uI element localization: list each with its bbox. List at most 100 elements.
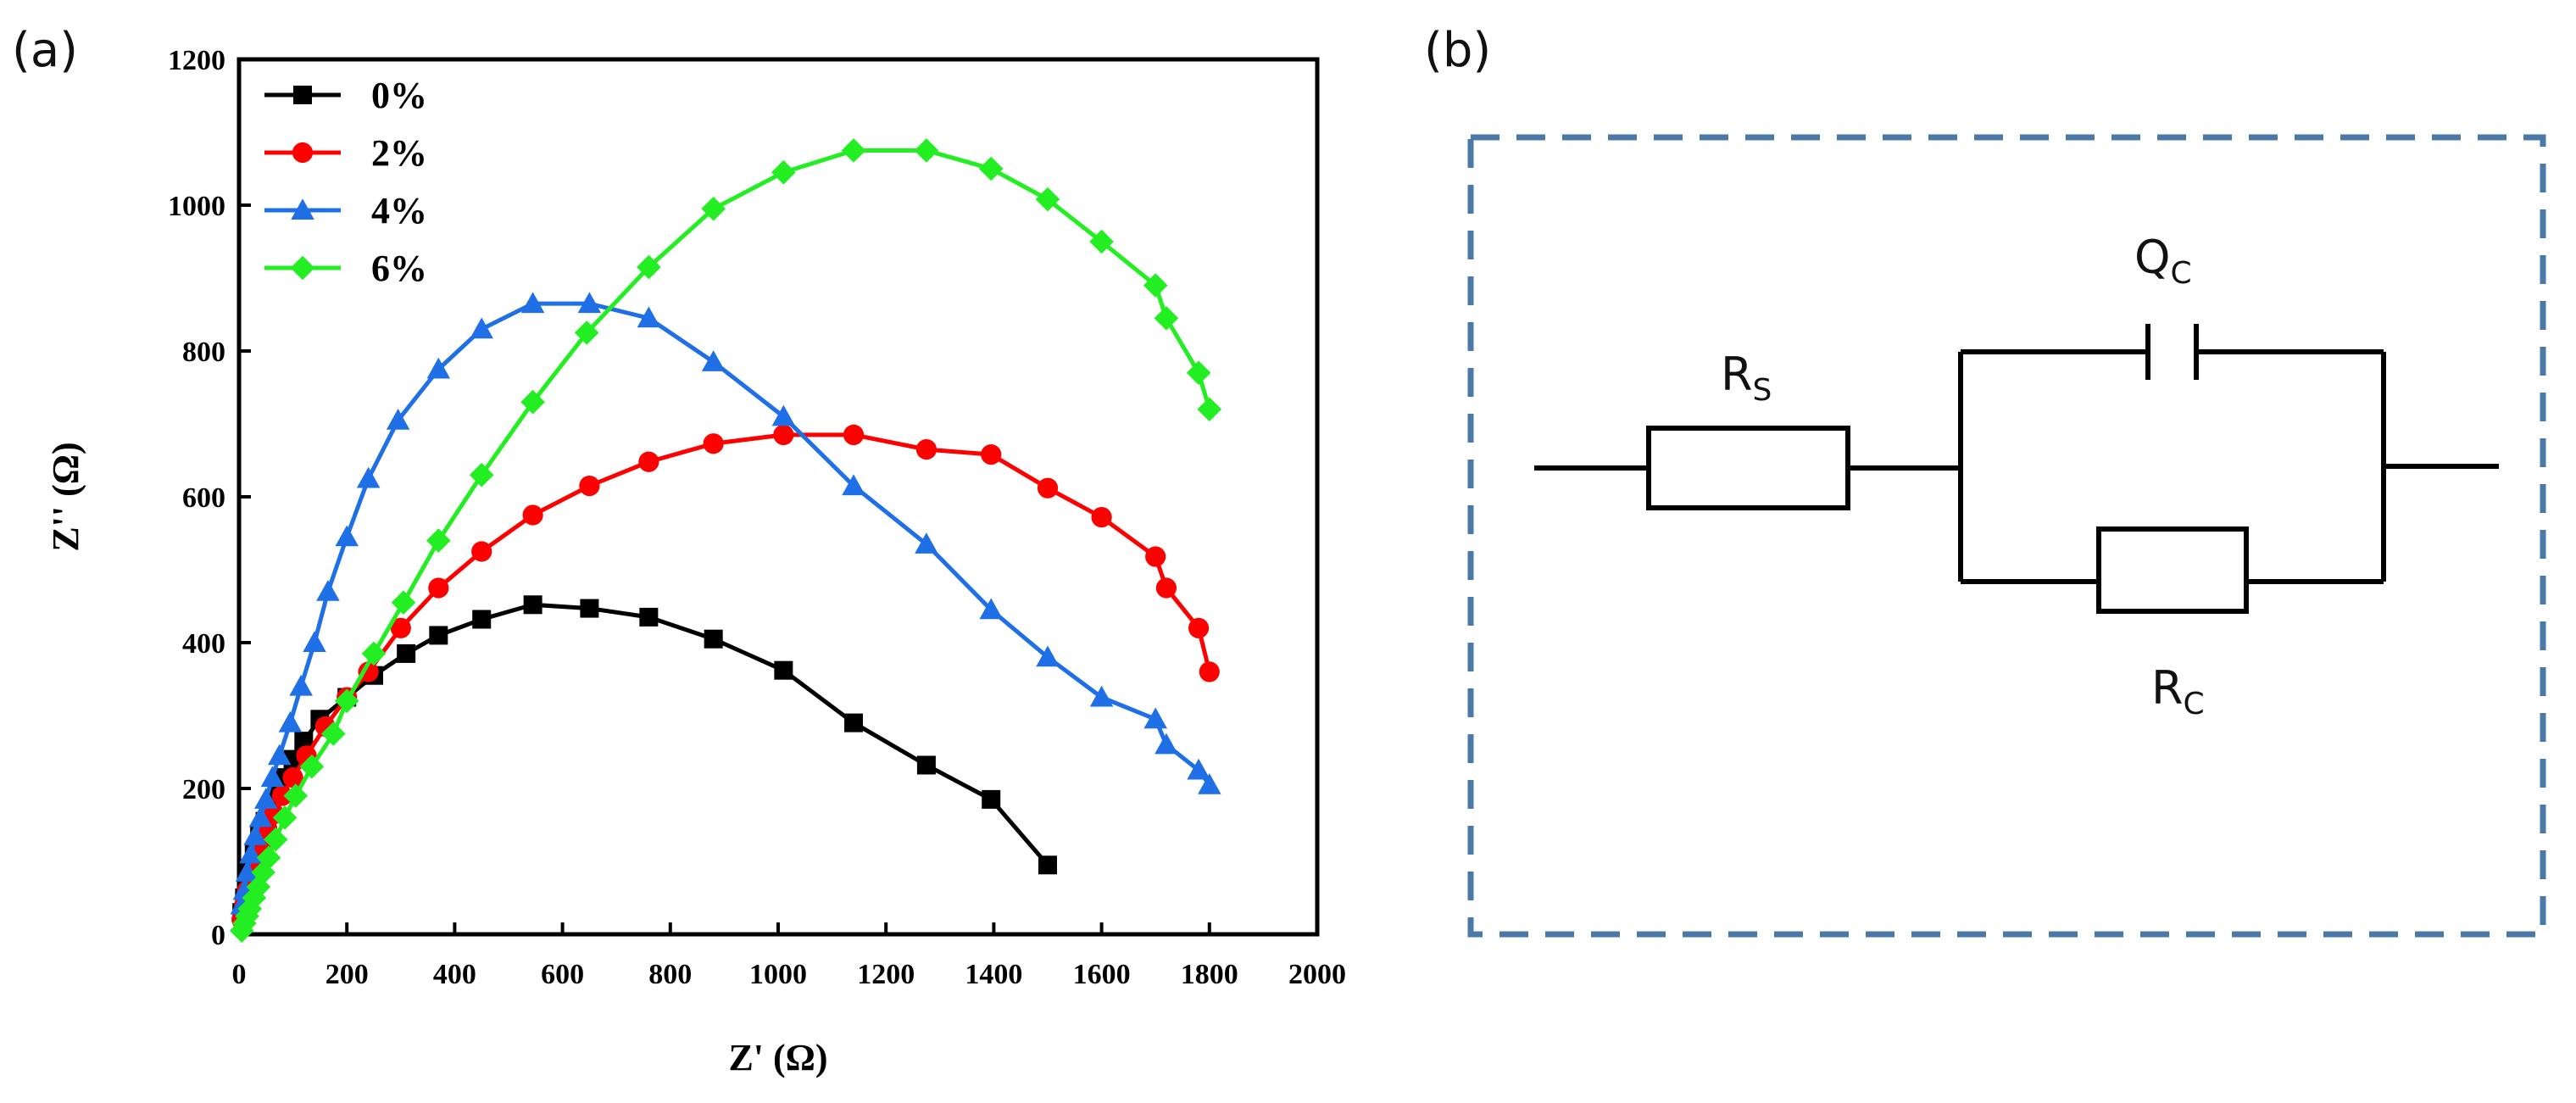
data-point bbox=[391, 590, 416, 615]
data-point bbox=[248, 805, 273, 827]
rc-resistor bbox=[2096, 526, 2249, 614]
data-point bbox=[1089, 229, 1114, 254]
series-layer bbox=[229, 138, 1222, 943]
panel-b-label: (b) bbox=[1424, 23, 1491, 78]
legend-marker bbox=[292, 142, 314, 164]
y-tick-label: 1200 bbox=[168, 45, 225, 76]
data-point bbox=[1198, 772, 1221, 794]
legend-item: 6% bbox=[264, 248, 427, 289]
series-0 bbox=[232, 595, 1057, 922]
y-tick-label: 200 bbox=[182, 774, 225, 805]
data-point bbox=[256, 845, 281, 870]
data-point bbox=[981, 444, 1002, 465]
rc-label: RC bbox=[2151, 661, 2205, 721]
data-point bbox=[1197, 397, 1222, 422]
data-point bbox=[915, 439, 937, 460]
data-point bbox=[1186, 360, 1211, 386]
data-point bbox=[470, 317, 493, 339]
data-point bbox=[580, 599, 599, 618]
data-point bbox=[701, 197, 726, 221]
data-point bbox=[842, 474, 865, 496]
panel-a-label: (a) bbox=[12, 23, 78, 78]
rc-label-sub: C bbox=[2184, 687, 2205, 721]
data-point bbox=[316, 580, 340, 601]
x-tick-label: 1800 bbox=[1181, 959, 1238, 990]
data-point bbox=[638, 451, 659, 472]
y-tick-label: 600 bbox=[182, 482, 225, 514]
legend-label: 0% bbox=[371, 75, 427, 116]
data-point bbox=[1199, 661, 1220, 682]
data-point bbox=[520, 292, 545, 314]
y-axis-title: Z'' (Ω) bbox=[45, 442, 86, 551]
data-point bbox=[1154, 306, 1179, 331]
x-tick-label: 400 bbox=[433, 959, 476, 990]
data-point bbox=[579, 476, 600, 497]
x-tick-label: 2000 bbox=[1288, 959, 1346, 990]
x-tick-label: 200 bbox=[325, 959, 369, 990]
data-point bbox=[426, 528, 451, 553]
legend-label: 6% bbox=[371, 248, 427, 289]
y-tick-label: 0 bbox=[211, 920, 225, 951]
qc-label-main: Q bbox=[2134, 231, 2171, 284]
data-point bbox=[272, 805, 298, 830]
series-line bbox=[239, 301, 1211, 906]
legend-item: 4% bbox=[264, 190, 427, 231]
dashed-border bbox=[1467, 134, 2546, 938]
data-point bbox=[574, 320, 599, 345]
data-point bbox=[397, 643, 416, 663]
data-point bbox=[356, 466, 381, 488]
data-point bbox=[1155, 577, 1177, 599]
equivalent-circuit bbox=[1467, 134, 2546, 938]
data-point bbox=[1035, 187, 1060, 212]
rs-label: RS bbox=[1721, 348, 1772, 408]
data-point bbox=[701, 350, 726, 371]
data-point bbox=[428, 577, 449, 599]
data-point bbox=[1145, 546, 1166, 567]
data-point bbox=[915, 532, 938, 554]
data-point bbox=[914, 138, 939, 163]
x-tick-label: 1600 bbox=[1073, 959, 1131, 990]
data-point bbox=[771, 404, 796, 426]
data-point bbox=[1154, 733, 1178, 755]
data-point bbox=[386, 408, 410, 430]
data-point bbox=[916, 755, 936, 775]
data-point bbox=[271, 785, 292, 806]
legend-label: 2% bbox=[371, 132, 427, 174]
data-point bbox=[361, 641, 387, 666]
data-point bbox=[773, 424, 794, 445]
data-point bbox=[390, 617, 411, 638]
data-point bbox=[282, 767, 303, 788]
data-point bbox=[1143, 273, 1168, 298]
data-point bbox=[260, 766, 285, 788]
data-point bbox=[267, 744, 292, 766]
data-point bbox=[843, 424, 865, 445]
y-tick-label: 800 bbox=[182, 337, 225, 368]
data-point bbox=[358, 661, 379, 682]
data-point bbox=[520, 389, 545, 415]
rs-label-sub: S bbox=[1753, 373, 1772, 408]
data-point bbox=[289, 674, 313, 696]
x-tick-label: 0 bbox=[232, 959, 247, 990]
data-point bbox=[978, 156, 1004, 181]
data-point bbox=[239, 842, 263, 864]
data-point bbox=[774, 660, 793, 680]
data-point bbox=[844, 713, 864, 733]
rc-label-main: R bbox=[2151, 661, 2184, 715]
data-point bbox=[321, 721, 346, 746]
data-point bbox=[522, 504, 543, 526]
series-line bbox=[239, 432, 1212, 921]
data-point bbox=[1188, 617, 1210, 638]
data-point bbox=[303, 631, 326, 652]
data-point bbox=[703, 433, 724, 454]
data-point bbox=[471, 541, 492, 562]
x-tick-label: 1000 bbox=[749, 959, 807, 990]
data-point bbox=[704, 629, 723, 649]
impedance-chart: 0 200 400 600 800 1000 1200 1400 1600 1800 2000 0 20… bbox=[45, 45, 1346, 1078]
data-point bbox=[1038, 855, 1057, 875]
qc-label: QC bbox=[2134, 231, 2192, 291]
qc-label-sub: C bbox=[2171, 256, 2192, 291]
data-point bbox=[243, 824, 267, 845]
data-point bbox=[1187, 758, 1210, 780]
data-point bbox=[1089, 685, 1114, 707]
legend-item: 0% bbox=[264, 75, 427, 116]
